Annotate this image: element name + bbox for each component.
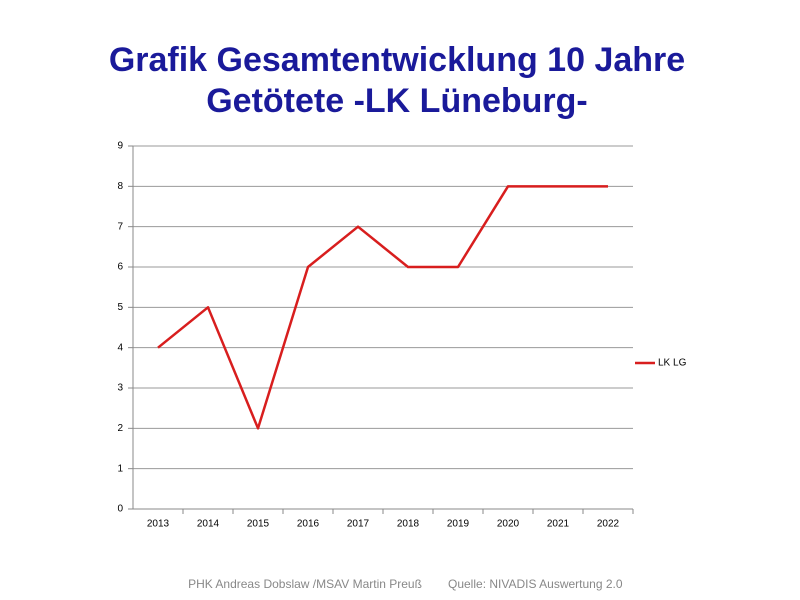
y-tick-label: 4 (117, 342, 123, 353)
line-series (157, 185, 608, 430)
y-tick-label: 7 (117, 221, 123, 232)
legend-label: LK LG (658, 358, 687, 369)
y-tick-label: 1 (117, 463, 123, 474)
y-tick-label: 2 (117, 423, 123, 434)
x-tick-label: 2022 (597, 519, 620, 530)
x-tick-label: 2013 (147, 519, 170, 530)
x-tick-label: 2015 (247, 519, 270, 530)
x-tick-label: 2018 (397, 519, 420, 530)
y-tick-label: 6 (117, 262, 123, 273)
footer-source: Quelle: NIVADIS Auswertung 2.0 (448, 577, 623, 591)
footer-author: PHK Andreas Dobslaw /MSAV Martin Preuß (188, 577, 422, 591)
x-tick-label: 2019 (447, 519, 470, 530)
x-tick-label: 2020 (497, 519, 520, 530)
chart-title: Grafik Gesamtentwicklung 10 Jahre (109, 41, 685, 79)
y-tick-label: 9 (117, 141, 123, 152)
y-tick-label: 3 (117, 383, 123, 394)
y-tick-label: 5 (117, 302, 123, 313)
y-tick-label: 0 (117, 504, 123, 515)
x-tick-label: 2016 (297, 519, 320, 530)
chart-subtitle: Getötete -LK Lüneburg- (206, 82, 588, 120)
x-tick-label: 2017 (347, 519, 370, 530)
x-tick-label: 2014 (197, 519, 220, 530)
x-tick-label: 2021 (547, 519, 570, 530)
y-tick-label: 8 (117, 181, 123, 192)
